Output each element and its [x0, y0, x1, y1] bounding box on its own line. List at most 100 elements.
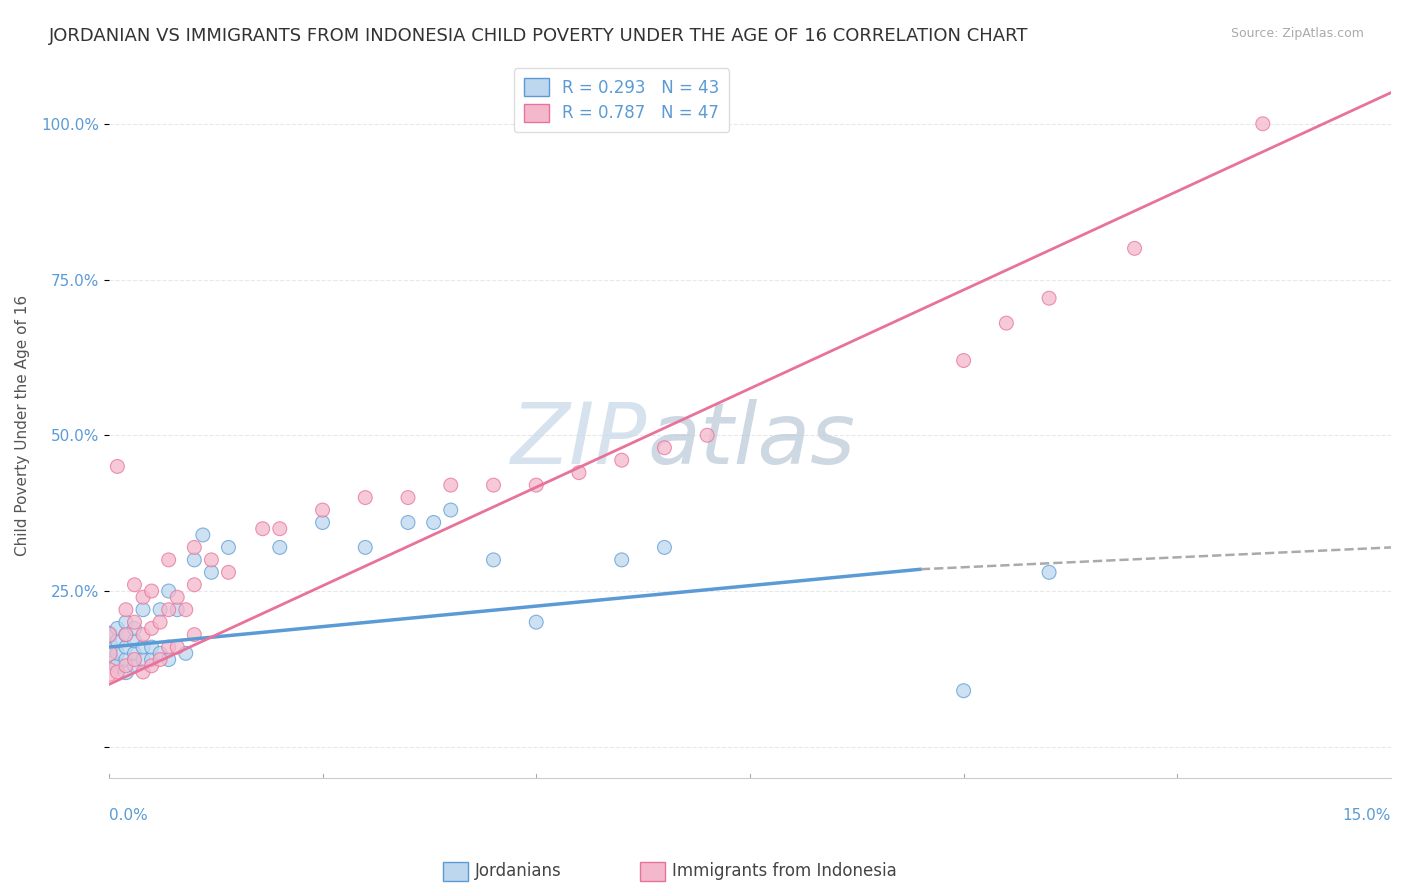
Point	[568, 466, 591, 480]
Y-axis label: Child Poverty Under the Age of 16: Child Poverty Under the Age of 16	[15, 295, 30, 557]
Point	[354, 491, 377, 505]
Point	[105, 459, 128, 474]
Point	[115, 665, 138, 679]
Point	[105, 658, 128, 673]
Point	[174, 646, 197, 660]
Text: ZIP: ZIP	[512, 399, 647, 482]
Point	[141, 621, 163, 635]
Point	[124, 633, 146, 648]
Point	[149, 603, 172, 617]
Point	[482, 553, 505, 567]
Point	[97, 652, 120, 666]
Point	[311, 516, 333, 530]
Point	[183, 541, 205, 555]
Point	[141, 652, 163, 666]
Text: Jordanians: Jordanians	[475, 863, 562, 880]
Point	[157, 553, 180, 567]
Point	[115, 627, 138, 641]
Point	[132, 603, 155, 617]
Point	[354, 541, 377, 555]
Point	[124, 652, 146, 666]
Point	[200, 566, 222, 580]
Text: Immigrants from Indonesia: Immigrants from Indonesia	[672, 863, 897, 880]
Point	[440, 478, 463, 492]
Point	[149, 615, 172, 630]
Point	[654, 541, 676, 555]
Point	[124, 621, 146, 635]
Point	[132, 652, 155, 666]
Point	[157, 640, 180, 654]
Point	[97, 627, 120, 641]
Point	[610, 553, 633, 567]
Point	[132, 627, 155, 641]
Point	[191, 528, 214, 542]
Point	[97, 646, 120, 660]
Point	[105, 665, 128, 679]
Point	[124, 615, 146, 630]
Point	[654, 441, 676, 455]
Point	[524, 478, 547, 492]
Point	[124, 646, 146, 660]
Point	[124, 578, 146, 592]
Point	[200, 553, 222, 567]
Point	[97, 640, 120, 654]
Point	[422, 516, 444, 530]
Point	[115, 652, 138, 666]
Point	[149, 652, 172, 666]
Point	[952, 353, 974, 368]
Point	[115, 640, 138, 654]
Legend: R = 0.293   N = 43, R = 0.787   N = 47: R = 0.293 N = 43, R = 0.787 N = 47	[515, 68, 730, 132]
Point	[183, 553, 205, 567]
Point	[115, 627, 138, 641]
Point	[105, 633, 128, 648]
Point	[1123, 241, 1146, 255]
Point	[132, 665, 155, 679]
Point	[141, 640, 163, 654]
Point	[166, 591, 188, 605]
Point	[97, 665, 120, 679]
Point	[124, 658, 146, 673]
Point	[269, 541, 291, 555]
Point	[149, 646, 172, 660]
Point	[97, 627, 120, 641]
Point	[115, 603, 138, 617]
Point	[1038, 291, 1060, 305]
Text: JORDANIAN VS IMMIGRANTS FROM INDONESIA CHILD POVERTY UNDER THE AGE OF 16 CORRELA: JORDANIAN VS IMMIGRANTS FROM INDONESIA C…	[49, 27, 1029, 45]
Point	[269, 522, 291, 536]
Point	[105, 646, 128, 660]
Point	[115, 658, 138, 673]
Point	[252, 522, 274, 536]
Point	[166, 603, 188, 617]
Text: 15.0%: 15.0%	[1343, 808, 1391, 823]
Point	[995, 316, 1018, 330]
Text: 0.0%: 0.0%	[108, 808, 148, 823]
Point	[696, 428, 718, 442]
Point	[105, 621, 128, 635]
Point	[183, 627, 205, 641]
Point	[157, 584, 180, 599]
Point	[952, 683, 974, 698]
Point	[311, 503, 333, 517]
Point	[132, 640, 155, 654]
Point	[132, 591, 155, 605]
Point	[115, 615, 138, 630]
Point	[610, 453, 633, 467]
Point	[183, 578, 205, 592]
Point	[524, 615, 547, 630]
Point	[218, 541, 240, 555]
Point	[396, 516, 419, 530]
Point	[141, 584, 163, 599]
Point	[482, 478, 505, 492]
Point	[157, 652, 180, 666]
Point	[166, 640, 188, 654]
Text: Source: ZipAtlas.com: Source: ZipAtlas.com	[1230, 27, 1364, 40]
Point	[218, 566, 240, 580]
Point	[1038, 566, 1060, 580]
Point	[396, 491, 419, 505]
Point	[440, 503, 463, 517]
Point	[1251, 117, 1274, 131]
Text: atlas: atlas	[647, 399, 855, 482]
Point	[157, 603, 180, 617]
Point	[174, 603, 197, 617]
Point	[141, 658, 163, 673]
